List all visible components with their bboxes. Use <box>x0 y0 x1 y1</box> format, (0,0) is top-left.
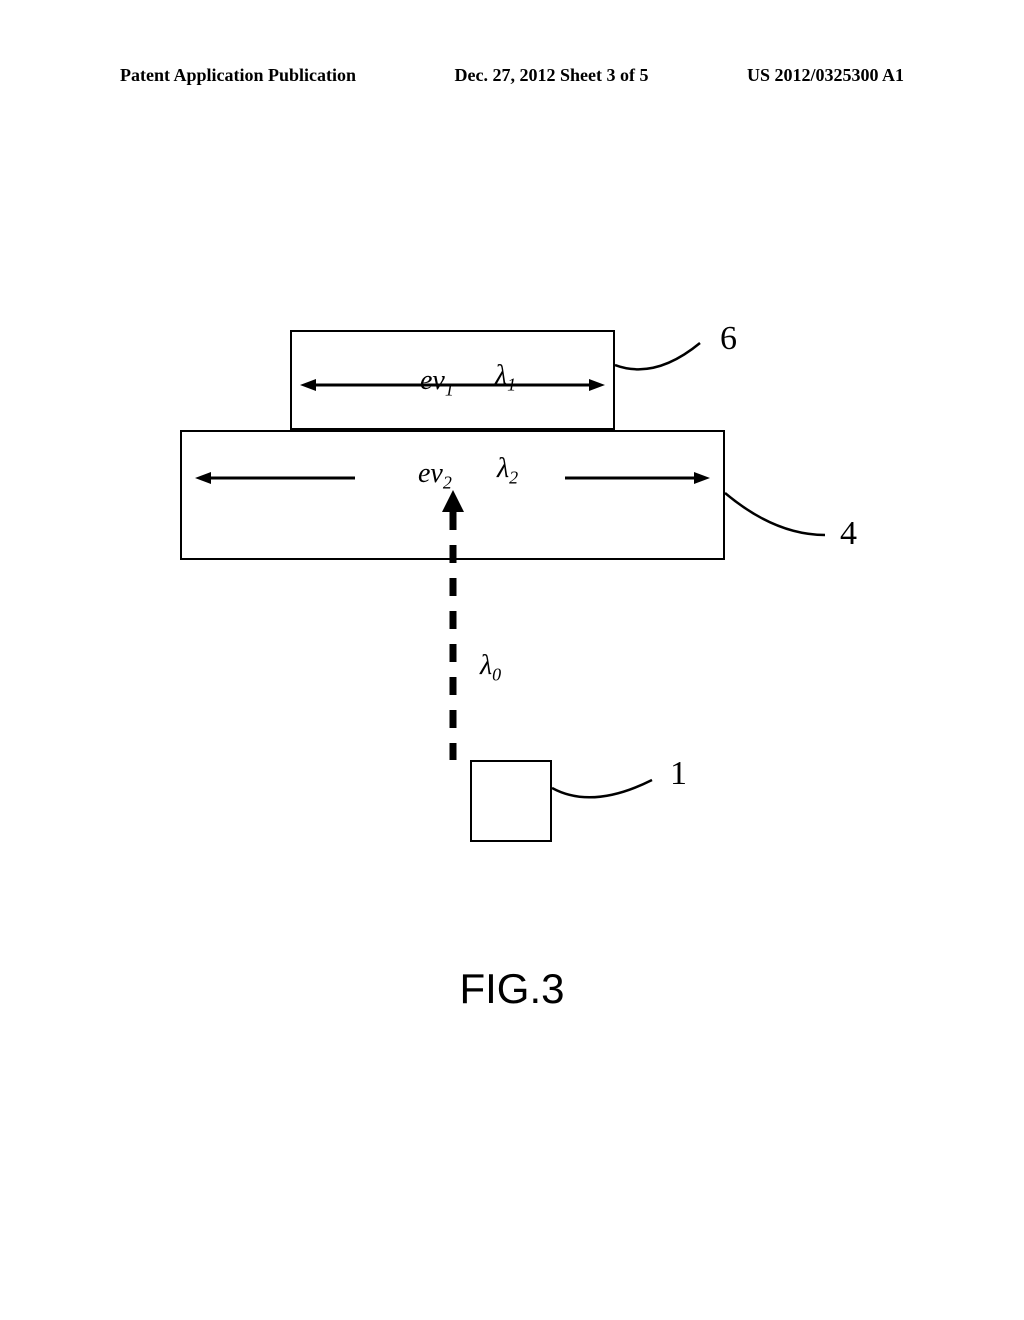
leader-1 <box>552 770 662 820</box>
ev1-label: ev1 <box>420 365 454 401</box>
page-header: Patent Application Publication Dec. 27, … <box>0 65 1024 86</box>
lambda1-label: λ1 <box>495 360 516 396</box>
leader-4 <box>725 485 835 545</box>
arrow-lambda0 <box>438 490 468 765</box>
ref-4: 4 <box>840 515 857 553</box>
header-center: Dec. 27, 2012 Sheet 3 of 5 <box>455 65 649 86</box>
lambda0-label: λ0 <box>480 650 501 686</box>
lambda2-label: λ2 <box>497 453 518 489</box>
figure-diagram: ev1 λ1 6 ev2 λ2 4 λ0 1 <box>0 330 1024 930</box>
arrow-box4-left <box>195 468 355 488</box>
arrow-box4-right <box>565 468 710 488</box>
ref-6: 6 <box>720 320 737 358</box>
leader-6 <box>615 335 715 385</box>
ev2-label: ev2 <box>418 458 452 494</box>
figure-caption: FIG.3 <box>0 965 1024 1013</box>
header-left: Patent Application Publication <box>120 65 356 86</box>
header-right: US 2012/0325300 A1 <box>747 65 904 86</box>
box-1 <box>470 760 552 842</box>
ref-1: 1 <box>670 755 687 793</box>
